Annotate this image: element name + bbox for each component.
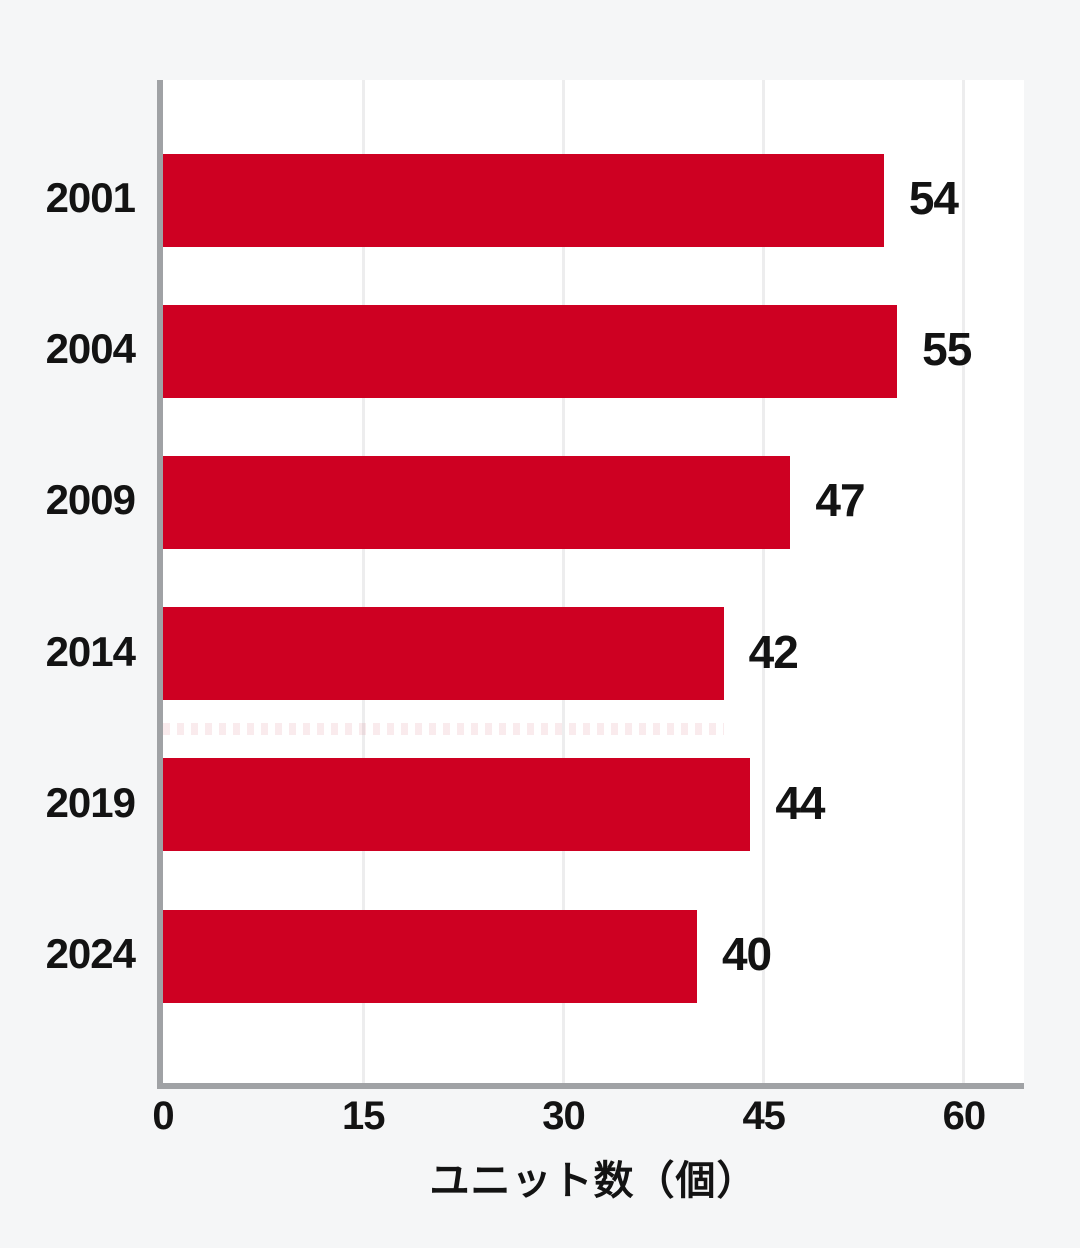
y-tick-label-2014: 2014 xyxy=(45,627,136,675)
gridline-30 xyxy=(561,80,565,1083)
value-label-2004: 55 xyxy=(922,323,972,376)
value-label-2019: 44 xyxy=(775,776,825,829)
y-tick-label-2004: 2004 xyxy=(45,325,136,373)
gridline-45 xyxy=(762,80,766,1083)
value-label-2024: 40 xyxy=(721,928,772,980)
bar-2019 xyxy=(163,758,751,852)
x-tick-label-0: 0 xyxy=(152,1094,174,1138)
faint-dashed-artifact xyxy=(163,723,724,735)
y-tick-label-2019: 2019 xyxy=(45,778,136,826)
gridline-15 xyxy=(361,80,365,1083)
bar-2014 xyxy=(163,607,724,701)
bar-2024 xyxy=(163,909,697,1003)
x-tick-label-30: 30 xyxy=(542,1094,585,1138)
gridline-60 xyxy=(962,80,966,1083)
bar-2004 xyxy=(163,304,898,398)
x-tick-label-45: 45 xyxy=(742,1094,785,1138)
y-tick-label-2009: 2009 xyxy=(45,476,136,524)
bar-2001 xyxy=(163,153,884,247)
x-tick-label-15: 15 xyxy=(341,1094,385,1138)
y-tick-label-2024: 2024 xyxy=(45,930,136,977)
value-label-2001: 54 xyxy=(908,172,959,224)
value-label-2009: 47 xyxy=(815,474,865,527)
y-tick-label-2001: 2001 xyxy=(45,174,136,221)
x-axis-title: ユニット数（個） xyxy=(429,1159,758,1203)
x-tick-label-60: 60 xyxy=(942,1094,986,1138)
bar-2009 xyxy=(163,455,791,549)
value-label-2014: 42 xyxy=(748,625,799,678)
plot-area xyxy=(157,80,1024,1089)
